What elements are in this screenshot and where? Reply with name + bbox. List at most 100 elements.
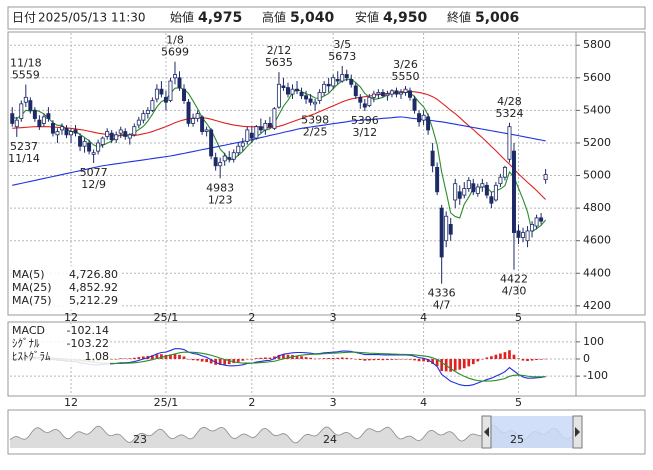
candle-body: [50, 123, 55, 134]
histogram-bar: [318, 358, 321, 359]
histogram-bar: [426, 359, 430, 363]
navigator-label: 24: [323, 433, 337, 446]
x-tick-label: 2: [248, 311, 255, 324]
histogram-bar: [218, 359, 222, 365]
candle-body: [150, 100, 155, 111]
histogram-bar: [141, 356, 145, 359]
histogram-bar: [413, 359, 416, 361]
histogram-bar: [151, 355, 154, 359]
candle-body: [127, 134, 132, 139]
candle-body: [87, 142, 92, 152]
histogram-bar: [245, 359, 249, 360]
histogram-bar: [530, 359, 534, 361]
y-tick-label: 5800: [583, 38, 611, 51]
histogram-bar: [236, 359, 240, 362]
candle-body: [521, 232, 526, 238]
candle-body: [154, 88, 159, 100]
histogram-bar: [449, 359, 453, 372]
navigator-label: 23: [133, 433, 147, 446]
header-value: 4,975: [198, 10, 242, 26]
histogram-bar: [119, 358, 123, 359]
histogram-bar: [377, 359, 380, 361]
candle-body: [69, 131, 74, 136]
histogram-bar: [399, 359, 403, 360]
candle-body: [516, 230, 521, 238]
candle-body: [114, 134, 119, 141]
x-tick-label: 25/1: [154, 311, 179, 324]
histogram-bar: [295, 355, 299, 359]
histogram-bar: [200, 359, 204, 362]
histogram-bar: [114, 359, 118, 360]
candle-body: [109, 132, 114, 141]
candle-body: [186, 101, 191, 124]
histogram-bar: [182, 356, 186, 359]
histogram-bar: [259, 357, 263, 359]
x-tick-label: 5: [515, 396, 522, 409]
candle-body: [317, 92, 322, 102]
histogram-bar: [503, 352, 507, 359]
candle-body: [498, 176, 503, 185]
histogram-bar: [264, 357, 267, 359]
navigator-line: [9, 425, 575, 444]
candle-body: [471, 183, 476, 193]
annotation-date: 1/8: [166, 34, 184, 47]
histogram-bar: [512, 354, 516, 359]
navigator-window[interactable]: [491, 416, 573, 448]
x-tick-label: 2: [248, 396, 255, 409]
histogram-bar: [196, 359, 199, 361]
candle-body: [502, 166, 507, 178]
navigator-content: [9, 425, 575, 448]
legend-name: ﾋｽﾄｸﾞﾗﾑ: [12, 350, 51, 363]
histogram-bar: [367, 359, 371, 361]
histogram-bar: [517, 358, 520, 359]
histogram-bar: [544, 358, 547, 360]
histogram-bar: [453, 359, 457, 371]
annotation-date: 11/14: [8, 152, 40, 165]
histogram-bar: [340, 357, 344, 359]
candle-body: [82, 140, 87, 147]
histogram-bar: [187, 359, 190, 360]
annotation-value: 5673: [328, 50, 356, 63]
candle-body: [32, 109, 37, 119]
x-tick-label: 25/1: [154, 396, 179, 409]
histogram-bar: [137, 357, 141, 359]
candle-body: [240, 142, 245, 147]
histogram-bar: [521, 359, 525, 361]
y-tick-label: 4600: [583, 234, 611, 247]
candle-body: [281, 85, 286, 88]
histogram-bar: [363, 359, 367, 361]
x-tick-label: 5: [515, 311, 522, 324]
candle-body: [163, 96, 168, 103]
y-tick-label: 100: [583, 335, 604, 348]
x-tick-label: 4: [420, 311, 427, 324]
y-tick-label: 5200: [583, 136, 611, 149]
annotation-value: 4983: [206, 181, 234, 194]
histogram-bar: [467, 359, 471, 367]
candle-body: [322, 83, 327, 93]
candle-body: [159, 88, 164, 95]
histogram-bar: [381, 359, 385, 361]
candle-body: [430, 150, 435, 167]
candle-body: [435, 166, 440, 193]
histogram-bar: [250, 359, 254, 360]
candle-body: [276, 83, 281, 108]
x-tick-label: 12: [64, 396, 78, 409]
histogram-bar: [282, 354, 285, 359]
candle-body: [73, 129, 78, 134]
candle-body: [28, 100, 33, 111]
histogram-bar: [227, 359, 231, 365]
histogram-bar: [178, 354, 181, 359]
candle-body: [299, 92, 304, 97]
date-label: 日付: [12, 11, 36, 25]
histogram-bar: [431, 359, 434, 364]
candle-body: [466, 180, 471, 189]
candle-body: [136, 119, 141, 126]
candle-body: [308, 98, 313, 103]
candle-body: [222, 155, 227, 162]
navigator-label: 25: [510, 433, 524, 446]
histogram-bar: [254, 358, 258, 359]
candle-body: [331, 77, 336, 87]
histogram-bar: [440, 359, 444, 371]
histogram-bar: [241, 359, 245, 361]
candle-body: [367, 96, 372, 106]
